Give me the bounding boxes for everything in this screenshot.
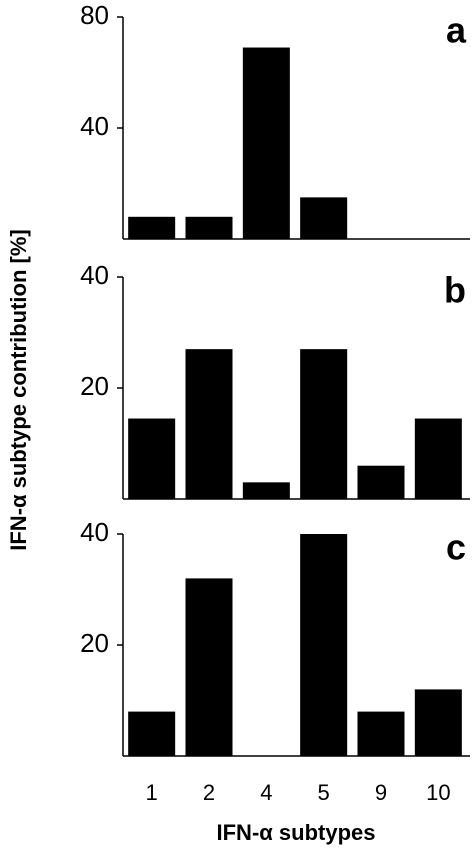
bar — [300, 197, 348, 239]
x-tick-label: 10 — [426, 780, 450, 805]
panel-label: a — [446, 10, 467, 51]
x-axis-label: IFN-α subtypes — [217, 820, 376, 845]
bar — [414, 689, 462, 756]
bar — [300, 534, 348, 756]
y-tick-label: 40 — [80, 111, 109, 141]
bar — [242, 482, 290, 499]
bar — [414, 418, 462, 499]
x-tick-label: 5 — [318, 780, 330, 805]
panel-label: b — [444, 270, 466, 311]
bar — [128, 418, 176, 499]
panel-label: c — [446, 527, 466, 568]
y-tick-label: 40 — [80, 260, 109, 290]
x-tick-label: 9 — [375, 780, 387, 805]
bar — [242, 47, 290, 240]
x-tick-label: 1 — [146, 780, 158, 805]
bar — [128, 216, 176, 239]
y-tick-label: 20 — [80, 628, 109, 658]
y-axis-label: IFN-α subtype contribution [%] — [6, 229, 31, 551]
y-tick-label: 40 — [80, 517, 109, 547]
bar — [185, 349, 233, 499]
bar — [300, 349, 348, 499]
bar — [357, 465, 405, 499]
y-tick-label: 20 — [80, 371, 109, 401]
bar — [357, 711, 405, 756]
bar — [128, 711, 176, 756]
bar — [185, 578, 233, 756]
x-tick-label: 2 — [203, 780, 215, 805]
y-tick-label: 80 — [80, 0, 109, 30]
x-tick-label: 4 — [260, 780, 272, 805]
bar — [185, 216, 233, 239]
